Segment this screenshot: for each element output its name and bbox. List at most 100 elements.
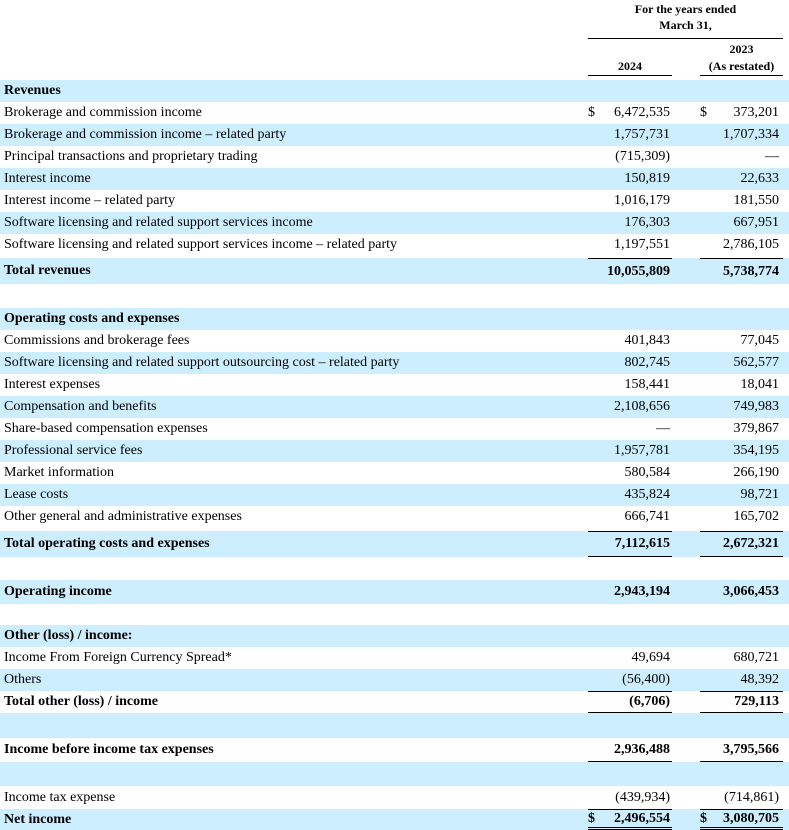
amount: 749,983 — [733, 399, 780, 414]
value-cell: 3,795,566 — [700, 738, 783, 762]
table-row: Software licensing and related support s… — [0, 234, 789, 256]
row-label: Other (loss) / income: — [4, 628, 133, 643]
period-heading: March 31, — [659, 18, 712, 32]
table-row: Operating costs and expenses — [0, 308, 789, 330]
value-cell: 49,694 — [588, 647, 672, 669]
value-cell: 666,741 — [588, 506, 672, 528]
amount: 77,045 — [740, 333, 780, 348]
value-cell: 150,819 — [588, 168, 672, 190]
amount: 354,195 — [733, 443, 780, 458]
amount: 2,943,194 — [614, 584, 670, 599]
table-row: Lease costs 435,824 98,721 — [0, 484, 789, 506]
amount: 165,702 — [733, 509, 780, 524]
amount: 10,055,809 — [607, 263, 670, 279]
value-cell: 77,045 — [700, 330, 783, 352]
value-cell: 176,303 — [588, 212, 672, 234]
table-row: Total other (loss) / income (6,706) 729,11… — [0, 691, 789, 713]
amount: 176,303 — [624, 215, 671, 230]
row-label: Other general and administrative expense… — [4, 509, 242, 524]
table-row: Other general and administrative expense… — [0, 506, 789, 528]
amount: 22,633 — [740, 171, 780, 186]
table-row: Income tax expense (439,934) (714,861) — [0, 787, 789, 809]
amount: 2,786,105 — [723, 237, 779, 252]
row-label: Market information — [4, 465, 115, 480]
value-cell: 3,066,453 — [700, 580, 783, 604]
amount: 580,584 — [624, 465, 671, 480]
table-row: Total operating costs and expenses 7,112,… — [0, 531, 789, 557]
amount: 666,741 — [624, 509, 671, 524]
amount: 266,190 — [733, 465, 780, 480]
blank-band — [0, 762, 789, 786]
table-row: Income before income tax expenses 2,936,4… — [0, 738, 789, 762]
row-label: Software licensing and related support o… — [4, 355, 400, 370]
amount: 6,472,535 — [614, 105, 670, 120]
amount: 181,550 — [733, 193, 780, 208]
value-cell: 749,983 — [700, 396, 783, 418]
header-rule — [700, 75, 783, 76]
row-label: Software licensing and related support s… — [4, 237, 398, 252]
value-cell: 266,190 — [700, 462, 783, 484]
table-row: Others (56,400) 48,392 — [0, 669, 789, 691]
value-cell: 158,441 — [588, 374, 672, 396]
column-year: 2023 — [729, 42, 754, 56]
table-row: Professional service fees 1,957,781 354,19… — [0, 440, 789, 462]
amount: 373,201 — [733, 105, 780, 120]
amount: 1,016,179 — [614, 193, 670, 208]
value-cell: 562,577 — [700, 352, 783, 374]
period-heading: For the years ended — [634, 2, 737, 16]
table-row: Operating income 2,943,194 3,066,453 — [0, 580, 789, 604]
amount: 2,936,488 — [614, 741, 670, 757]
table-row: Software licensing and related support o… — [0, 352, 789, 374]
amount: 3,795,566 — [723, 741, 779, 757]
row-label: Professional service fees — [4, 443, 143, 458]
value-cell: 1,197,551 — [588, 234, 672, 256]
row-label: Operating income — [4, 584, 112, 599]
value-cell: 1,707,334 — [700, 124, 783, 146]
amount: 18,041 — [740, 377, 780, 392]
amount: 3,066,453 — [723, 584, 779, 599]
value-cell: 379,867 — [700, 418, 783, 440]
amount: 2,672,321 — [723, 536, 779, 551]
row-label: Interest income – related party — [4, 193, 176, 208]
table-row: Interest income 150,819 22,633 — [0, 168, 789, 190]
table-row: Share-based compensation expenses — 379,86… — [0, 418, 789, 440]
row-label: Total other (loss) / income — [4, 694, 158, 709]
column-year: 2024 — [618, 59, 642, 73]
table-row: Net income $2,496,554 $3,080,705 — [0, 809, 789, 830]
value-cell: (56,400) — [588, 669, 672, 691]
row-label: Total revenues — [4, 263, 91, 278]
row-label: Net income — [4, 811, 72, 827]
amount: (56,400) — [622, 672, 670, 687]
row-label: Software licensing and related support s… — [4, 215, 313, 230]
row-label: Others — [4, 672, 42, 687]
amount: 562,577 — [733, 355, 780, 370]
value-cell: 22,633 — [700, 168, 783, 190]
amount: — — [656, 421, 670, 436]
amount: 401,843 — [624, 333, 671, 348]
blank-band — [0, 713, 789, 738]
row-label: Income before income tax expenses — [4, 742, 214, 757]
value-cell: 98,721 — [700, 484, 783, 506]
row-label: Lease costs — [4, 487, 69, 502]
amount: 48,392 — [740, 672, 780, 687]
value-cell: (6,706) — [588, 691, 672, 713]
row-label: Interest income — [4, 171, 91, 186]
value-cell: 2,943,194 — [588, 580, 672, 604]
value-cell: 2,672,321 — [700, 531, 783, 557]
value-cell: 1,757,731 — [588, 124, 672, 146]
table-row: Market information 580,584 266,190 — [0, 462, 789, 484]
amount: 802,745 — [624, 355, 671, 370]
amount: 2,108,656 — [614, 399, 670, 414]
amount: 680,721 — [733, 650, 780, 665]
amount: 667,951 — [733, 215, 780, 230]
amount: 98,721 — [740, 487, 780, 502]
value-cell: 2,936,488 — [588, 738, 672, 762]
value-cell: 10,055,809 — [588, 258, 672, 284]
table-row: Interest income – related party 1,016,179… — [0, 190, 789, 212]
table-row: Compensation and benefits 2,108,656 749,98… — [0, 396, 789, 418]
amount: 435,824 — [624, 487, 671, 502]
row-label: Brokerage and commission income – relate… — [4, 127, 287, 142]
table-row: Brokerage and commission income – relate… — [0, 124, 789, 146]
amount: 5,738,774 — [723, 263, 779, 279]
value-cell: 165,702 — [700, 506, 783, 528]
